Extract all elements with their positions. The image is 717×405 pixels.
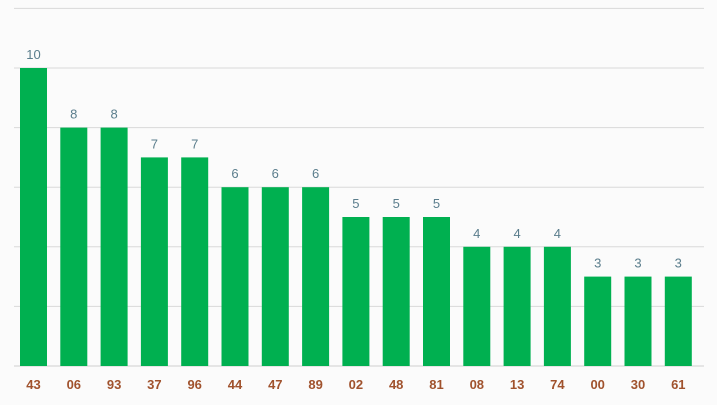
bar-00 bbox=[584, 276, 612, 366]
value-label-37: 7 bbox=[151, 136, 158, 151]
category-label-08: 08 bbox=[470, 377, 484, 392]
category-label-47: 47 bbox=[268, 377, 282, 392]
value-label-93: 8 bbox=[110, 107, 117, 122]
value-label-61: 3 bbox=[675, 256, 682, 271]
value-label-47: 6 bbox=[272, 166, 279, 181]
category-label-89: 89 bbox=[308, 377, 322, 392]
bar-43 bbox=[20, 68, 47, 366]
bar-61 bbox=[664, 276, 692, 366]
value-label-06: 8 bbox=[70, 107, 77, 122]
category-label-43: 43 bbox=[26, 377, 40, 392]
bar-93 bbox=[100, 127, 128, 366]
category-label-93: 93 bbox=[107, 377, 121, 392]
value-label-08: 4 bbox=[473, 226, 480, 241]
value-label-81: 5 bbox=[433, 196, 440, 211]
bar-89 bbox=[302, 187, 330, 366]
bar-13 bbox=[503, 246, 531, 366]
value-label-89: 6 bbox=[312, 166, 319, 181]
value-label-00: 3 bbox=[594, 256, 601, 271]
bar-06 bbox=[60, 127, 88, 366]
value-label-02: 5 bbox=[352, 196, 359, 211]
bar-74 bbox=[543, 246, 571, 366]
category-label-02: 02 bbox=[349, 377, 363, 392]
bar-96 bbox=[181, 157, 209, 366]
bar-30 bbox=[624, 276, 652, 366]
category-label-81: 81 bbox=[429, 377, 443, 392]
bar-series bbox=[20, 68, 692, 366]
category-label-44: 44 bbox=[228, 377, 243, 392]
bar-44 bbox=[221, 187, 249, 366]
value-label-96: 7 bbox=[191, 136, 198, 151]
value-labels: 10 8 8 7 7 6 6 6 5 5 5 4 4 4 3 3 3 bbox=[26, 47, 682, 271]
bar-81 bbox=[423, 217, 450, 366]
value-label-43: 10 bbox=[26, 47, 40, 62]
category-label-37: 37 bbox=[147, 377, 161, 392]
bar-47 bbox=[261, 187, 289, 366]
category-label-48: 48 bbox=[389, 377, 403, 392]
category-label-74: 74 bbox=[550, 377, 565, 392]
value-label-48: 5 bbox=[393, 196, 400, 211]
bar-48 bbox=[382, 217, 410, 366]
category-labels: 43 06 93 37 96 44 47 89 02 48 81 08 13 74 00 30 61 bbox=[26, 377, 685, 392]
category-label-13: 13 bbox=[510, 377, 524, 392]
category-label-06: 06 bbox=[67, 377, 81, 392]
bar-37 bbox=[140, 157, 168, 366]
value-label-44: 6 bbox=[231, 166, 238, 181]
category-label-00: 00 bbox=[590, 377, 604, 392]
category-label-30: 30 bbox=[631, 377, 645, 392]
category-label-96: 96 bbox=[187, 377, 201, 392]
category-label-61: 61 bbox=[671, 377, 685, 392]
value-label-13: 4 bbox=[513, 226, 520, 241]
bar-08 bbox=[463, 246, 491, 366]
value-label-30: 3 bbox=[634, 256, 641, 271]
value-label-74: 4 bbox=[554, 226, 561, 241]
bar-02 bbox=[342, 217, 370, 366]
